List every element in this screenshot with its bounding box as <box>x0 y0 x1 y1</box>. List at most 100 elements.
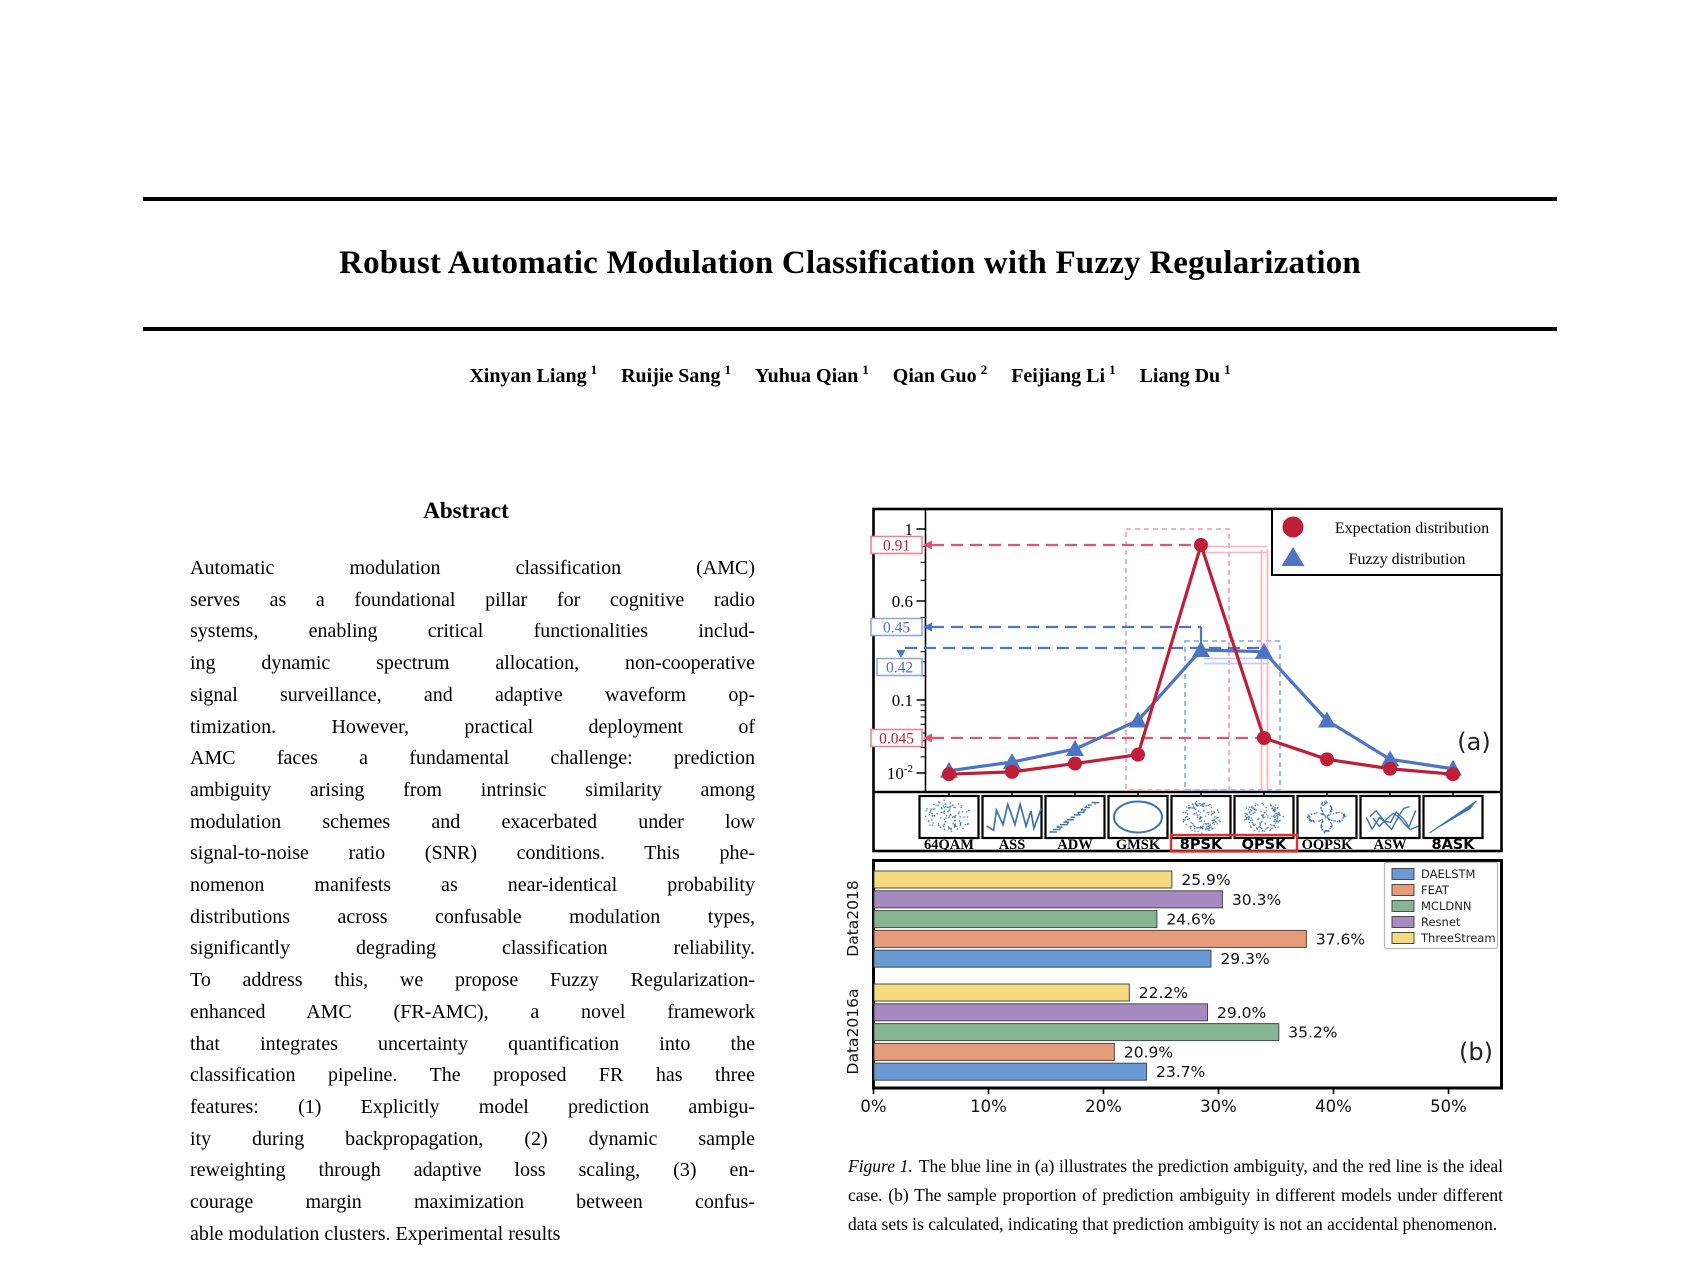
constellation-ring-icon <box>1182 800 1222 835</box>
legend-swatch-MCLDNN <box>1391 900 1415 912</box>
x-tick-label: 0% <box>860 1097 886 1116</box>
svg-text:1: 1 <box>905 520 914 539</box>
figure-caption-label: Figure 1. <box>848 1156 913 1176</box>
bar-Resnet <box>873 890 1223 909</box>
data-point-triangle <box>1318 711 1336 728</box>
abstract-line: timization. However, practical deploymen… <box>190 715 755 738</box>
figure-caption-text: The blue line in (a) illustrates the pre… <box>848 1156 1504 1234</box>
category-label: OQPSK <box>1302 837 1353 853</box>
data-point-triangle <box>1066 740 1084 757</box>
data-point-circle <box>1257 731 1271 745</box>
abstract-line: enhanced AMC (FR-AMC), a novel framework <box>190 1000 755 1023</box>
author-affiliation-sup: 1 <box>1109 362 1116 377</box>
abstract-line: distributions across confusable modulati… <box>190 905 755 928</box>
author-affiliation-sup: 1 <box>1224 362 1231 377</box>
svg-text:0.1: 0.1 <box>892 691 913 710</box>
x-tick-label: 20% <box>1085 1097 1122 1116</box>
data-point-triangle <box>1192 641 1210 657</box>
figure1: 1 0.6 0.1 10-2 0.91 0.45 0.42 0.045 64QAM ASS ADW G… <box>840 495 1510 1120</box>
author-affiliation-sup: 2 <box>980 362 988 377</box>
svg-text:0.91: 0.91 <box>883 538 910 555</box>
bar-MCLDNN <box>873 1023 1280 1042</box>
data-point-circle <box>942 767 956 782</box>
abstract-line: signal-to-noise ratio (SNR) conditions. … <box>190 842 755 865</box>
x-tick-label: 40% <box>1315 1097 1352 1116</box>
group-label-Data2016a: Data2016a <box>844 989 862 1075</box>
bar-value-label: 35.2% <box>1288 1024 1337 1042</box>
author: Ruijie Sang 1 <box>621 362 732 387</box>
y-axis-ticks: 10.60.110-2 <box>887 520 926 783</box>
svg-text:0.045: 0.045 <box>879 731 914 748</box>
x-tick-label: 10% <box>970 1097 1007 1116</box>
svg-text:0.42: 0.42 <box>886 660 913 677</box>
author: Qian Guo 2 <box>892 362 988 387</box>
bar-DAELSTM <box>873 949 1212 968</box>
data-point-circle <box>1320 752 1334 767</box>
bar-FEAT <box>873 1042 1115 1061</box>
panel-b: 25.9%30.3% 24.6% 37.6% 29.3% Data2018 22.2% 29… <box>844 859 1503 1116</box>
abstract-line: able modulation clusters. Experimental r… <box>190 1222 561 1245</box>
legend-label: Resnet <box>1421 915 1461 929</box>
abstract-line: ambiguity arising from intrinsic similar… <box>190 778 755 801</box>
legend-circle-marker <box>1282 516 1304 538</box>
bar-value-label: 29.3% <box>1220 950 1269 968</box>
author-affiliation-sup: 1 <box>590 362 598 377</box>
bar-value-label: 24.6% <box>1166 911 1215 929</box>
data-point-triangle <box>1381 750 1399 767</box>
category-label: GMSK <box>1116 837 1161 853</box>
bar-value-label: 25.9% <box>1181 871 1230 889</box>
author: Liang Du 1 <box>1139 362 1231 387</box>
legend-label: Expectation distribution <box>1335 520 1489 537</box>
abstract-heading: Abstract <box>423 498 509 523</box>
category-label: ADW <box>1057 837 1093 853</box>
author-affiliation-sup: 1 <box>862 362 869 377</box>
abstract-line: serves as a foundational pillar for cogn… <box>190 588 755 611</box>
bar-value-label: 29.0% <box>1217 1004 1266 1022</box>
constellation-clover-icon <box>1306 800 1347 834</box>
bar-value-label: 20.9% <box>1124 1043 1173 1061</box>
category-label: ASS <box>999 837 1026 853</box>
abstract-text: Automatic modulation classification (AMC… <box>190 553 755 1250</box>
abstract-line: significantly degrading classification r… <box>190 937 755 960</box>
authors-line: Xinyan Liang 1 Ruijie Sang 1 Yuhua Qian 1 Qian… <box>143 362 1557 388</box>
bar-Resnet <box>873 1003 1208 1022</box>
author: Yuhua Qian 1 <box>755 362 869 387</box>
panel-b-label: (b) <box>1459 1038 1493 1066</box>
abstract-line: To address this, we propose Fuzzy Regula… <box>190 969 755 992</box>
data-point-triangle <box>1255 642 1273 659</box>
abstract-line: courage margin maximization between conf… <box>190 1191 755 1214</box>
abstract-line: signal surveillance, and adaptive wavefo… <box>190 683 755 706</box>
constellation-wedge-icon <box>1429 800 1477 834</box>
constellation-zigzag-icon <box>986 800 1043 832</box>
legend-swatch-DAELSTM <box>1391 868 1415 880</box>
svg-text:0.45: 0.45 <box>883 620 910 637</box>
top-rule <box>143 197 1557 201</box>
constellation-icon-box <box>1107 794 1169 840</box>
legend-swatch-ThreeStream <box>1391 932 1415 944</box>
bar-ThreeStream <box>873 870 1173 889</box>
category-label: QPSK <box>1242 837 1287 853</box>
legend-label: Fuzzy distribution <box>1349 551 1466 568</box>
legend-a: Expectation distribution Fuzzy distributi… <box>1271 508 1503 576</box>
author-affiliation-sup: 1 <box>724 362 732 377</box>
abstract-line: that integrates uncertainty quantificati… <box>190 1032 755 1055</box>
data-point-triangle <box>1003 753 1021 770</box>
abstract-line: reweighting through adaptive loss scalin… <box>190 1159 755 1182</box>
category-label: ASW <box>1373 837 1407 853</box>
svg-text:0.6: 0.6 <box>892 592 913 611</box>
x-tick-label: 50% <box>1430 1097 1467 1116</box>
constellation-ring-icon <box>1243 802 1285 833</box>
category-label: 64QAM <box>924 837 974 853</box>
data-point-circle <box>1068 756 1082 771</box>
bar-value-label: 22.2% <box>1139 984 1188 1002</box>
bar-ThreeStream <box>873 983 1130 1002</box>
bar-value-label: 30.3% <box>1232 891 1281 909</box>
abstract-line: modulation schemes and exacerbated under… <box>190 810 755 833</box>
data-point-circle <box>1194 538 1208 552</box>
abstract-line: features: (1) Explicitly model predictio… <box>190 1095 755 1118</box>
data-point-circle <box>1131 747 1145 762</box>
abstract-line: nomenon manifests as near-identical prob… <box>190 874 755 897</box>
